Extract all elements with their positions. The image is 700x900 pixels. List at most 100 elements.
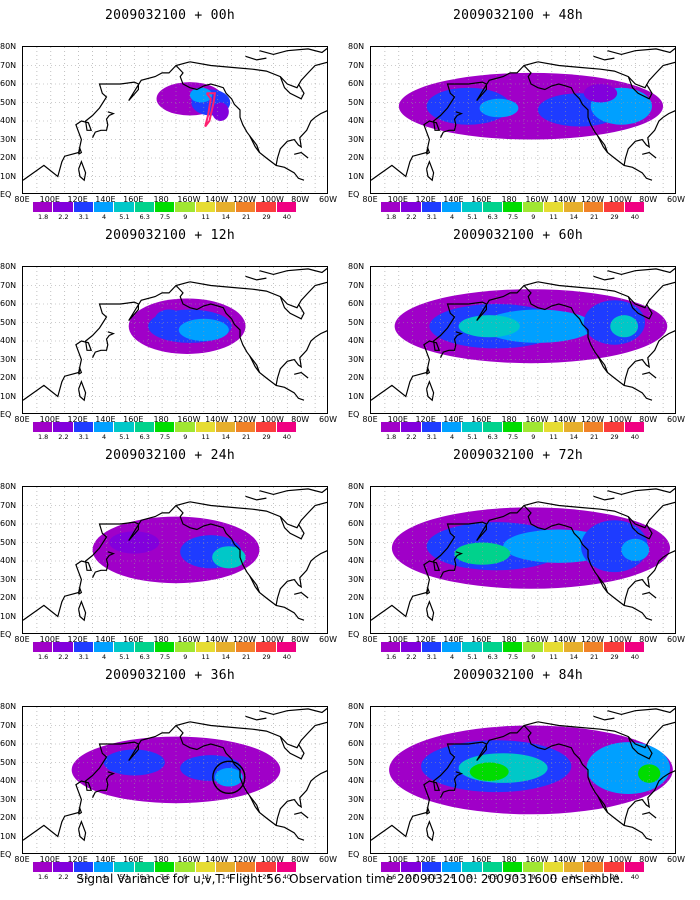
colorbar-segment xyxy=(114,862,135,872)
coastline xyxy=(279,76,305,100)
longitude-tick-label: 140E xyxy=(95,635,116,644)
latitude-tick-label: 30N xyxy=(348,134,365,144)
coastline xyxy=(78,806,83,815)
colorbar-label: 29 xyxy=(262,433,271,441)
longitude-tick-label: 160E xyxy=(471,195,492,204)
longitude-tick-label: 100W xyxy=(608,415,632,424)
latitude-tick-label: 50N xyxy=(0,97,17,107)
coastline xyxy=(537,281,675,309)
colorbar-segment xyxy=(482,202,503,212)
latitude-tick-label: 70N xyxy=(348,280,365,290)
longitude-tick-label: 160E xyxy=(123,195,144,204)
latitude-tick-label: EQ xyxy=(348,190,360,199)
coastline xyxy=(249,575,260,593)
map-panel: 2009032100 + 12h 80N 70N 60N 50N 40N 30N 20N 10N… xyxy=(0,226,340,444)
longitude-tick-label: 100W xyxy=(608,195,632,204)
colorbar-label: 40 xyxy=(282,653,291,661)
colorbar-segment xyxy=(33,202,54,212)
panel-title: 2009032100 + 12h xyxy=(104,228,236,243)
longitude-tick-label: 140E xyxy=(95,855,116,864)
colorbar-label: 9 xyxy=(183,873,188,881)
latitude-tick-label: 30N xyxy=(348,574,365,584)
colorbar-label: 11 xyxy=(549,433,558,441)
latitude-tick-label: EQ xyxy=(348,630,360,639)
colorbar-segment xyxy=(563,422,585,432)
coastline xyxy=(593,275,615,281)
latitude-tick-label: 70N xyxy=(0,720,17,730)
colorbar-segment xyxy=(276,422,298,432)
colorbar-segment xyxy=(73,642,94,652)
longitude-tick-label: 100W xyxy=(260,635,284,644)
coastline xyxy=(91,771,116,798)
colorbar-segment xyxy=(421,202,442,212)
colorbar-segment xyxy=(482,422,503,432)
longitude-tick-label: 140W xyxy=(553,855,577,864)
latitude-tick-label: 20N xyxy=(348,373,365,382)
latitude-tick-label: 50N xyxy=(0,317,17,327)
colorbar-label: 3.1 xyxy=(426,653,437,661)
colorbar xyxy=(33,202,298,212)
colorbar-label: 2.2 xyxy=(58,873,69,881)
colorbar-segment xyxy=(381,642,402,652)
colorbar-label: 29 xyxy=(610,433,619,441)
latitude-tick-label: 50N xyxy=(348,97,365,107)
variance-shading xyxy=(479,98,519,118)
colorbar-label: 5.1 xyxy=(467,653,478,661)
colorbar xyxy=(33,642,298,652)
longitude-tick-label: 160W xyxy=(177,195,201,204)
colorbar-segment xyxy=(276,862,298,872)
coastline xyxy=(426,380,435,402)
colorbar-segment xyxy=(134,862,155,872)
colorbar-label: 11 xyxy=(201,213,210,221)
coastline xyxy=(249,355,260,373)
latitude-tick-label: 40N xyxy=(0,336,17,345)
colorbar-segment xyxy=(215,642,237,652)
variance-shading xyxy=(621,538,650,561)
coastline xyxy=(627,516,653,540)
longitude-tick-label: 60W xyxy=(318,415,338,424)
colorbar-label: 6.3 xyxy=(487,433,498,441)
latitude-tick-label: 60N xyxy=(348,79,365,88)
colorbar-label: 1.8 xyxy=(385,433,397,441)
colorbar-label: 11 xyxy=(201,873,210,881)
panel-title: 2009032100 + 72h xyxy=(452,448,584,463)
colorbar-segment xyxy=(256,202,277,212)
coastline xyxy=(175,65,305,181)
colorbar-label: 3.1 xyxy=(426,433,437,441)
colorbar-label: 11 xyxy=(201,433,210,441)
coastline xyxy=(245,715,267,721)
coastline xyxy=(279,296,305,320)
latitude-tick-label: 80N xyxy=(348,42,365,51)
variance-shading xyxy=(178,318,229,341)
latitude-tick-label: 70N xyxy=(0,500,17,510)
longitude-tick-label: 80E xyxy=(362,855,378,864)
colorbar-segment xyxy=(256,862,277,872)
latitude-tick-label: 20N xyxy=(348,153,365,162)
longitude-axis: 80E 100E 120E 140E 160E 180 160W 140W 120W 100W 80… xyxy=(14,195,337,205)
coastline xyxy=(78,366,83,375)
colorbar-segment xyxy=(114,202,135,212)
map-panel: 2009032100 + 24h 80N 70N 60N 50N 40N 30N 20N 10N… xyxy=(0,446,340,664)
coastline xyxy=(642,151,657,159)
variance-shading xyxy=(103,749,165,776)
longitude-tick-label: 140E xyxy=(443,635,464,644)
coastline xyxy=(642,811,657,819)
longitude-tick-label: 140E xyxy=(443,195,464,204)
colorbar-label: 5.1 xyxy=(467,213,478,221)
colorbar-label: 5.1 xyxy=(467,873,478,881)
colorbar-label: 11 xyxy=(201,653,210,661)
latitude-tick-label: EQ xyxy=(0,190,12,199)
colorbar-segment xyxy=(543,422,564,432)
longitude-tick-label: 120E xyxy=(415,635,436,644)
longitude-tick-label: 160W xyxy=(177,415,201,424)
colorbar-label: 29 xyxy=(262,653,271,661)
colorbar-segment xyxy=(462,862,483,872)
longitude-tick-label: 120W xyxy=(580,195,605,204)
colorbar-label: 29 xyxy=(610,873,619,881)
latitude-tick-label: 20N xyxy=(348,813,365,822)
colorbar-label: 40 xyxy=(630,873,639,881)
colorbar-segment xyxy=(563,202,585,212)
longitude-tick-label: 100E xyxy=(387,635,408,644)
latitude-tick-label: 10N xyxy=(0,391,17,401)
coastline xyxy=(279,736,305,760)
